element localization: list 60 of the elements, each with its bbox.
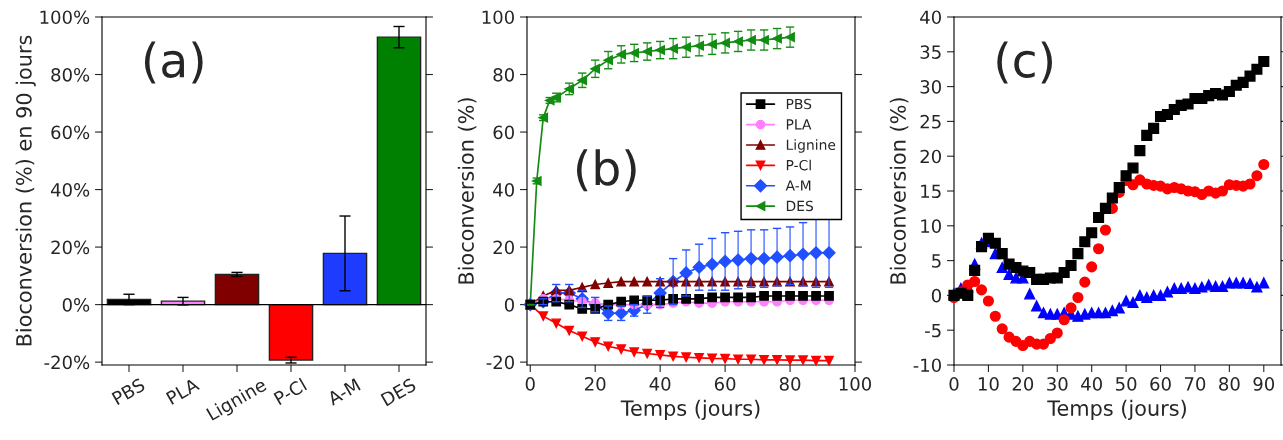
y-tick-label: 5 [932,254,941,268]
y-tick-label: 0 [931,288,941,303]
y-tick-label: -5 [925,323,941,338]
x-tick-label: 50 [1116,377,1137,391]
y-tick-label: 30 [920,80,941,94]
y-tick-label: 40 [493,183,514,197]
legend-label: P-Cl [786,159,811,171]
x-tick-label: 100 [839,377,872,391]
annotation: (b) [576,149,636,192]
x-tick-label: 80 [1219,377,1240,391]
x-tick-label: PLA [165,377,200,405]
legend-label: DES [786,200,814,212]
legend-label: Lignine [786,139,836,153]
y-tick-label: -20 [486,355,514,370]
y-axis-title: Bioconversion (%) [457,98,477,284]
y-tick-label: 80% [51,67,90,82]
x-axis-title: Temps (jours) [1047,399,1186,420]
legend-label: PBS [786,98,812,110]
x-tick-label: P-Cl [273,377,308,406]
x-tick-label: 90 [1253,377,1275,391]
y-tick-label: 35 [920,45,941,59]
y-tick-label: 25 [920,114,941,129]
y-axis-title: Bioconversion (%) en 90 jours [15,35,36,346]
y-tick-label: 40 [920,10,941,25]
y-tick-label: 100% [40,10,90,25]
y-tick-label: 40% [50,183,90,197]
x-tick-label: 0 [949,377,959,391]
y-tick-label: 20 [493,240,514,255]
y-tick-label: 20 [920,149,941,164]
y-tick-label: 15 [921,184,941,199]
x-tick-label: 30 [1047,377,1068,391]
x-tick-label: 20 [585,377,606,391]
y-tick-label: 60% [51,125,90,140]
y-tick-label: 0 [504,298,514,312]
x-tick-label: 60 [1150,377,1171,391]
x-tick-label: 60 [714,377,736,391]
x-tick-label: A-M [326,378,361,406]
x-tick-label: 20 [1012,377,1034,391]
y-tick-label: -10 [913,358,941,373]
y-tick-label: 100 [482,10,514,25]
y-tick-label: 0% [62,298,90,312]
legend-label: PLA [786,119,812,130]
annotation: (c) [997,41,1052,84]
y-axis-title: Bioconversion (%) [889,98,909,284]
x-tick-label: PBS [111,377,146,406]
y-tick-label: -20% [44,355,90,370]
legend-label: A-M [785,180,811,191]
y-tick-label: 10 [921,219,941,233]
y-tick-label: 80 [493,67,514,82]
x-tick-label: 0 [525,377,535,391]
annotation: (a) [144,41,203,84]
x-tick-label: DES [380,377,417,407]
x-tick-label: 40 [1081,377,1102,391]
y-tick-label: 60 [493,125,514,140]
x-tick-label: 10 [978,377,999,391]
x-tick-label: 40 [649,377,671,391]
x-axis-title: Temps (jours) [620,399,760,420]
y-tick-label: 20% [51,240,90,255]
x-tick-label: 80 [779,377,801,391]
x-tick-label: 70 [1184,377,1206,391]
